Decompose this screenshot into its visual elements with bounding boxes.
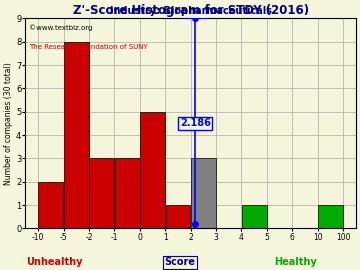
Bar [140,112,165,228]
Bar [39,182,63,228]
Text: ©www.textbiz.org: ©www.textbiz.org [29,25,92,31]
Bar [64,42,89,228]
Bar [242,205,267,228]
Bar [318,205,343,228]
Text: Score: Score [165,257,195,267]
Bar [191,158,216,228]
Y-axis label: Number of companies (30 total): Number of companies (30 total) [4,62,13,185]
Bar [166,205,190,228]
Bar [115,158,140,228]
Text: 2.186: 2.186 [180,118,211,128]
Text: Unhealthy: Unhealthy [26,257,82,267]
Text: The Research Foundation of SUNY: The Research Foundation of SUNY [29,43,148,49]
Bar [89,158,114,228]
Text: Healthy: Healthy [274,257,316,267]
Text: Industry: Biopharmaceuticals: Industry: Biopharmaceuticals [110,6,272,16]
Title: Z'-Score Histogram for STDY (2016): Z'-Score Histogram for STDY (2016) [73,4,309,17]
